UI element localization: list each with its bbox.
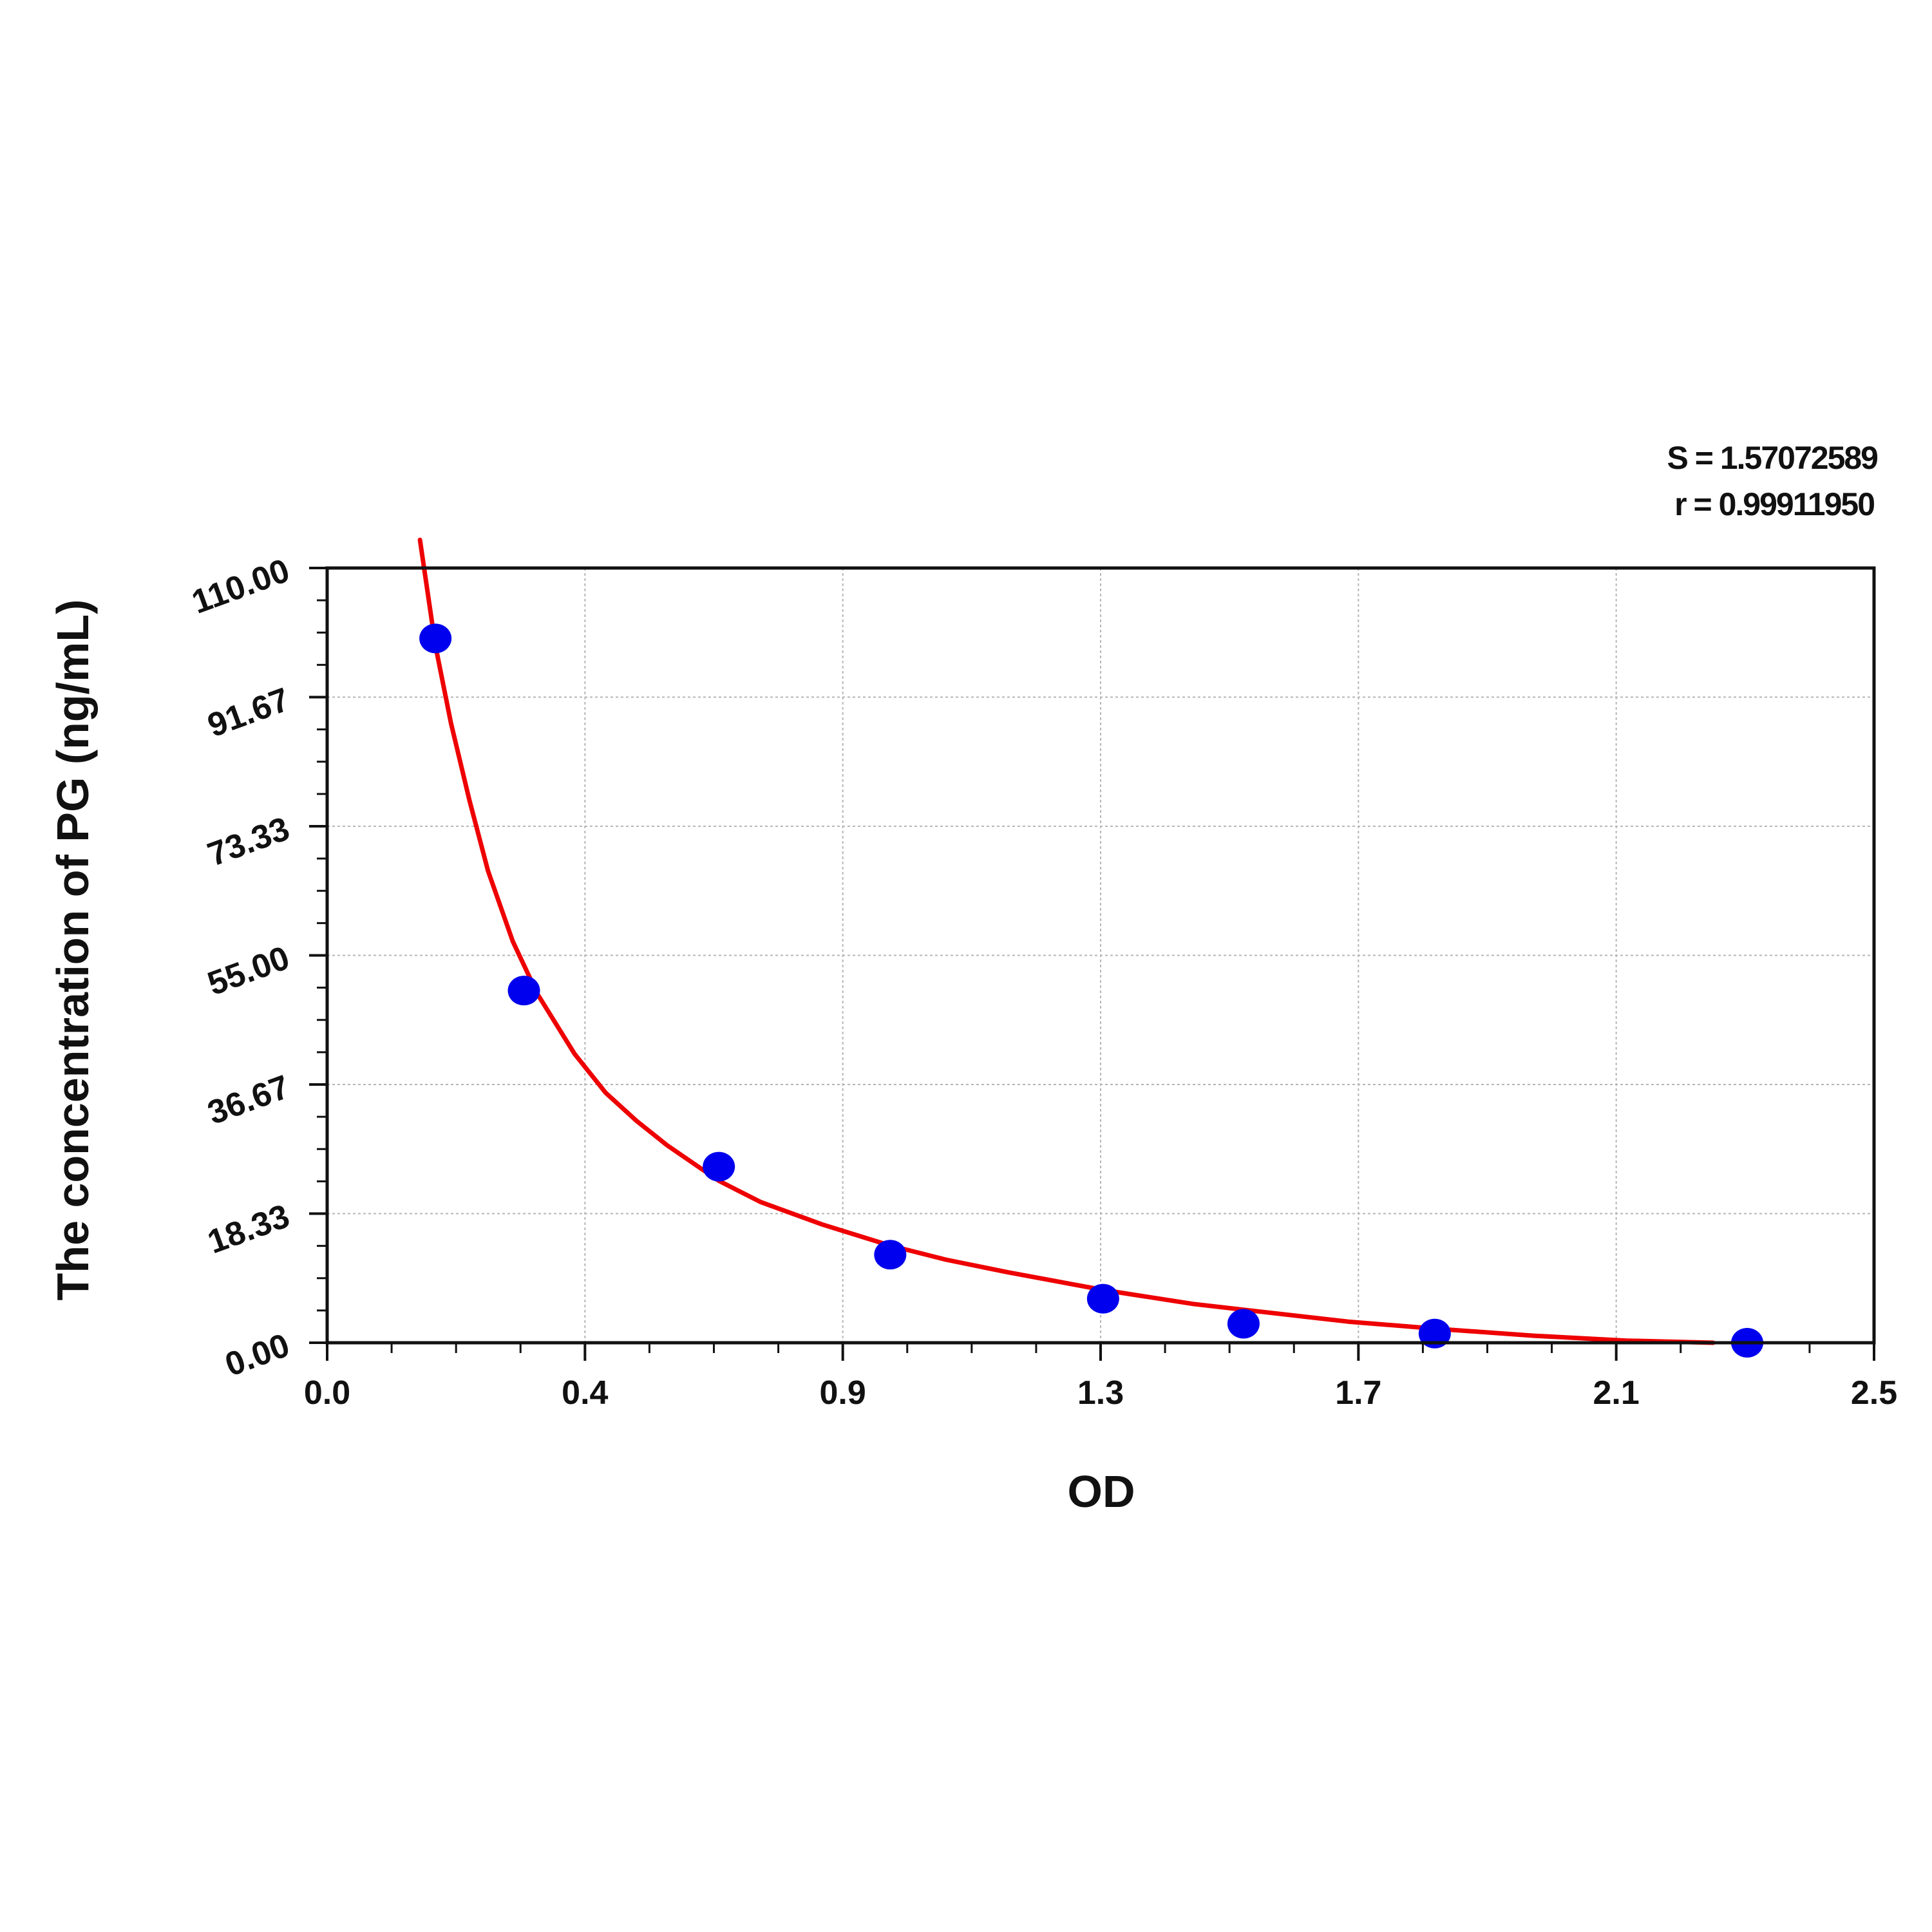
- x-tick-label: 0.0: [304, 1374, 350, 1412]
- stat-s-text: S = 1.57072589: [1667, 440, 1878, 476]
- x-tick-label: 2.5: [1851, 1374, 1897, 1412]
- grid-lines: [327, 568, 1874, 1343]
- y-axis-title: The concentration of PG (ng/mL): [48, 600, 98, 1301]
- data-point: [1418, 1318, 1451, 1349]
- data-point: [874, 1240, 907, 1270]
- plot-frame: [325, 566, 1876, 1345]
- y-tick-label: 18.33: [203, 1197, 294, 1261]
- x-axis-title: OD: [1068, 1466, 1135, 1517]
- data-point: [703, 1151, 735, 1182]
- y-tick-label: 55.00: [203, 939, 294, 1003]
- y-tick-label: 91.67: [203, 681, 294, 744]
- x-tick-label: 1.7: [1335, 1374, 1381, 1412]
- stat-r-text: r = 0.99911950: [1674, 486, 1874, 522]
- x-tick-label: 0.9: [820, 1374, 866, 1412]
- x-tick-label: 2.1: [1593, 1374, 1640, 1412]
- data-points-layer: [419, 623, 1764, 1358]
- x-tick-labels: 0.0 0.4 0.9 1.3 1.7 2.1 2.5: [304, 1374, 1897, 1412]
- fitted-curve-layer: [417, 537, 1716, 1345]
- y-tick-label: 0.00: [220, 1327, 294, 1384]
- x-tick-label: 1.3: [1077, 1374, 1124, 1412]
- data-point: [419, 623, 452, 654]
- fitted-curve: [417, 537, 1716, 1345]
- minor-ticks: [317, 599, 1811, 1353]
- x-tick-label: 0.4: [562, 1374, 608, 1412]
- data-point: [1086, 1283, 1119, 1314]
- y-tick-labels: 0.00 18.33 36.67 55.00 73.33 91.67 110.00: [187, 552, 294, 1384]
- y-tick-label: 73.33: [203, 810, 294, 874]
- data-point: [507, 976, 540, 1006]
- major-ticks: [309, 567, 1875, 1361]
- y-tick-label: 36.67: [203, 1068, 294, 1132]
- data-point: [1227, 1309, 1260, 1339]
- y-tick-label: 110.00: [187, 552, 294, 621]
